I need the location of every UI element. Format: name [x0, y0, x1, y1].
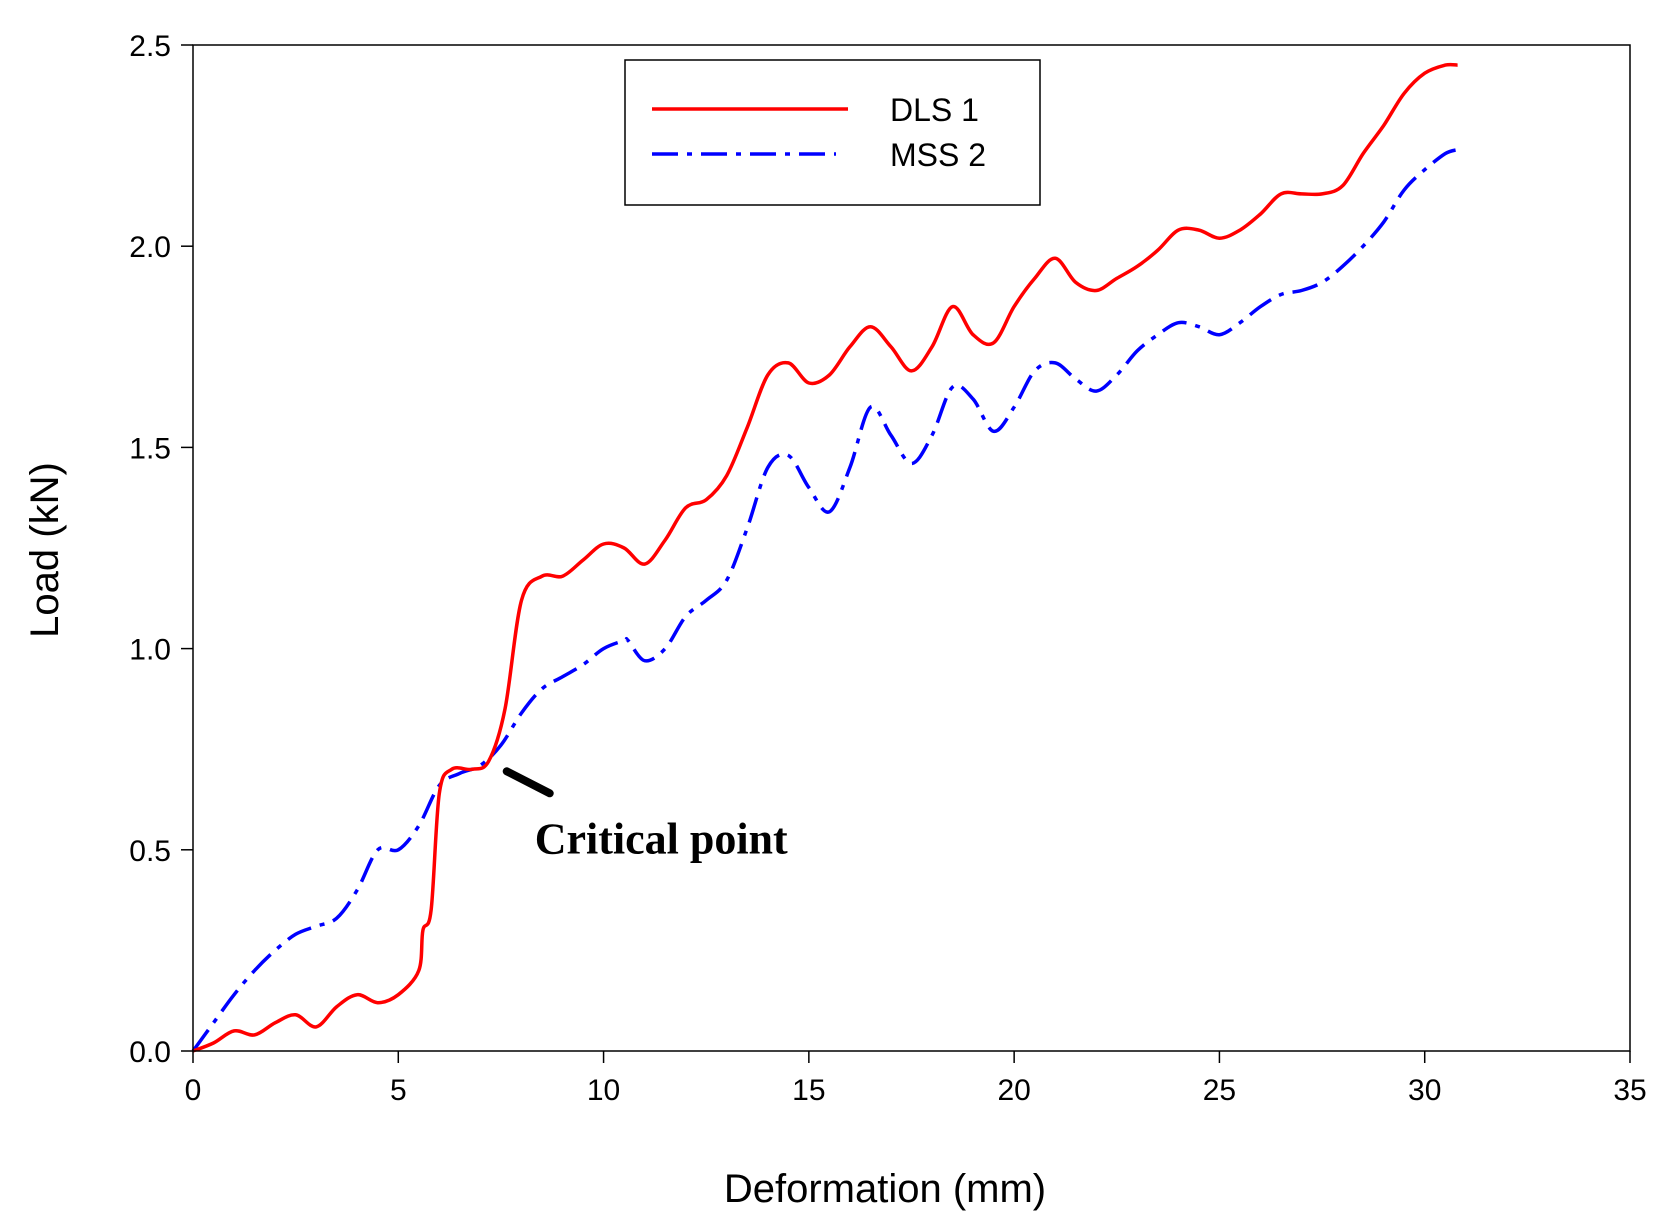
y-tick-label: 1.0 [129, 634, 171, 667]
critical-point-annotation: Critical point [502, 767, 788, 863]
series-line-dls-1 [192, 62, 1458, 1053]
x-tick-label: 15 [792, 1074, 825, 1107]
x-axis-title: Deformation (mm) [724, 1167, 1046, 1211]
x-axis: 0 5 10 15 20 25 30 35 [185, 1051, 1647, 1107]
legend-label-dls-1: DLS 1 [890, 92, 979, 128]
legend-label-mss-2: MSS 2 [890, 137, 986, 173]
y-tick-label: 0.0 [129, 1036, 171, 1069]
x-tick-label: 25 [1203, 1074, 1236, 1107]
y-tick-label: 2.5 [129, 30, 171, 63]
y-axis: 0.0 0.5 1.0 1.5 2.0 2.5 [129, 30, 193, 1069]
y-tick-label: 1.5 [129, 432, 171, 465]
y-tick-label: 2.0 [129, 231, 171, 264]
series-line-mss-2 [191, 147, 1459, 1053]
x-tick-label: 5 [390, 1074, 407, 1107]
x-tick-label: 35 [1613, 1074, 1646, 1107]
y-axis-title: Load (kN) [23, 462, 67, 638]
critical-point-pointer [502, 767, 554, 798]
plot-frame [192, 44, 1631, 1052]
legend: DLS 1 MSS 2 [624, 59, 1041, 206]
x-tick-label: 0 [185, 1074, 202, 1107]
x-tick-label: 30 [1408, 1074, 1441, 1107]
x-tick-label: 10 [587, 1074, 620, 1107]
legend-box [624, 59, 1041, 206]
series-layer [191, 62, 1459, 1053]
critical-point-label: Critical point [535, 814, 788, 863]
x-tick-label: 20 [997, 1074, 1030, 1107]
y-tick-label: 0.5 [129, 835, 171, 868]
